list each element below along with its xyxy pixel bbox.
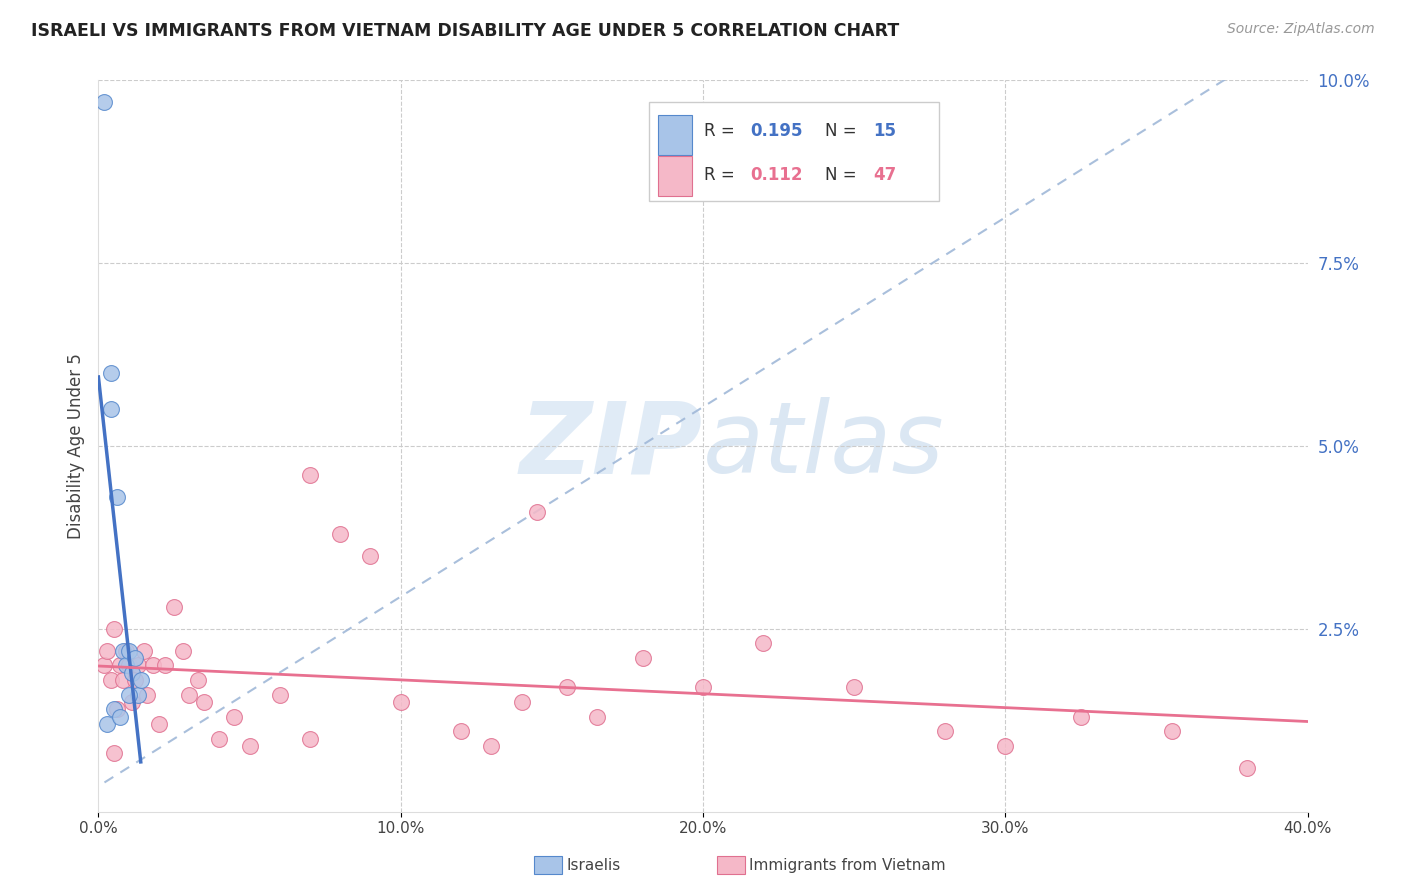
Text: Immigrants from Vietnam: Immigrants from Vietnam: [749, 858, 946, 872]
Point: [844, 681, 866, 695]
Point: [132, 644, 155, 658]
Point: [172, 644, 194, 658]
Point: [100, 402, 122, 417]
Point: [108, 709, 131, 723]
Point: [224, 709, 246, 723]
Point: [1160, 724, 1182, 739]
Text: ISRAELI VS IMMIGRANTS FROM VIETNAM DISABILITY AGE UNDER 5 CORRELATION CHART: ISRAELI VS IMMIGRANTS FROM VIETNAM DISAB…: [31, 22, 900, 40]
Point: [121, 665, 143, 680]
Point: [93, 658, 115, 673]
Bar: [658, 115, 692, 155]
Point: [93, 95, 115, 110]
Point: [360, 549, 382, 563]
Text: 0.195: 0.195: [751, 122, 803, 140]
Point: [526, 505, 548, 519]
Point: [994, 739, 1017, 753]
Point: [148, 717, 170, 731]
Point: [127, 658, 149, 673]
FancyBboxPatch shape: [648, 103, 939, 201]
Point: [1236, 761, 1258, 775]
Point: [510, 695, 533, 709]
Point: [96, 644, 118, 658]
Point: [100, 673, 122, 687]
Point: [193, 695, 215, 709]
Text: R =: R =: [704, 122, 740, 140]
Text: 0.112: 0.112: [751, 167, 803, 185]
Point: [299, 731, 322, 746]
Point: [179, 688, 201, 702]
Y-axis label: Disability Age Under 5: Disability Age Under 5: [66, 353, 84, 539]
Point: [118, 658, 141, 673]
Point: [586, 709, 609, 723]
Point: [934, 724, 956, 739]
Point: [187, 673, 209, 687]
Text: ZIP: ZIP: [520, 398, 703, 494]
Point: [389, 695, 412, 709]
Point: [124, 673, 146, 687]
Text: 47: 47: [873, 167, 897, 185]
Point: [299, 468, 322, 483]
Point: [103, 746, 125, 760]
Bar: [658, 155, 692, 196]
Point: [105, 702, 128, 716]
Text: R =: R =: [704, 167, 740, 185]
Point: [127, 688, 149, 702]
Point: [108, 658, 131, 673]
Point: [118, 644, 141, 658]
Point: [692, 681, 714, 695]
Point: [631, 651, 654, 665]
Text: Source: ZipAtlas.com: Source: ZipAtlas.com: [1227, 22, 1375, 37]
Point: [135, 688, 157, 702]
Point: [96, 717, 118, 731]
Point: [208, 731, 231, 746]
Point: [105, 490, 128, 504]
Point: [103, 702, 125, 716]
Point: [239, 739, 262, 753]
Point: [111, 644, 134, 658]
Point: [142, 658, 165, 673]
Point: [1070, 709, 1092, 723]
Text: atlas: atlas: [703, 398, 945, 494]
Point: [481, 739, 503, 753]
Point: [114, 644, 136, 658]
Text: N =: N =: [825, 122, 862, 140]
Point: [100, 366, 122, 380]
Point: [450, 724, 472, 739]
Point: [114, 658, 136, 673]
Point: [329, 526, 352, 541]
Point: [124, 651, 146, 665]
Point: [752, 636, 775, 650]
Text: N =: N =: [825, 167, 862, 185]
Point: [555, 681, 578, 695]
Point: [121, 695, 143, 709]
Point: [163, 599, 186, 614]
Text: Israelis: Israelis: [567, 858, 621, 872]
Point: [118, 688, 141, 702]
Point: [269, 688, 291, 702]
Point: [111, 673, 134, 687]
Point: [129, 673, 152, 687]
Text: 15: 15: [873, 122, 897, 140]
Point: [103, 622, 125, 636]
Point: [153, 658, 176, 673]
